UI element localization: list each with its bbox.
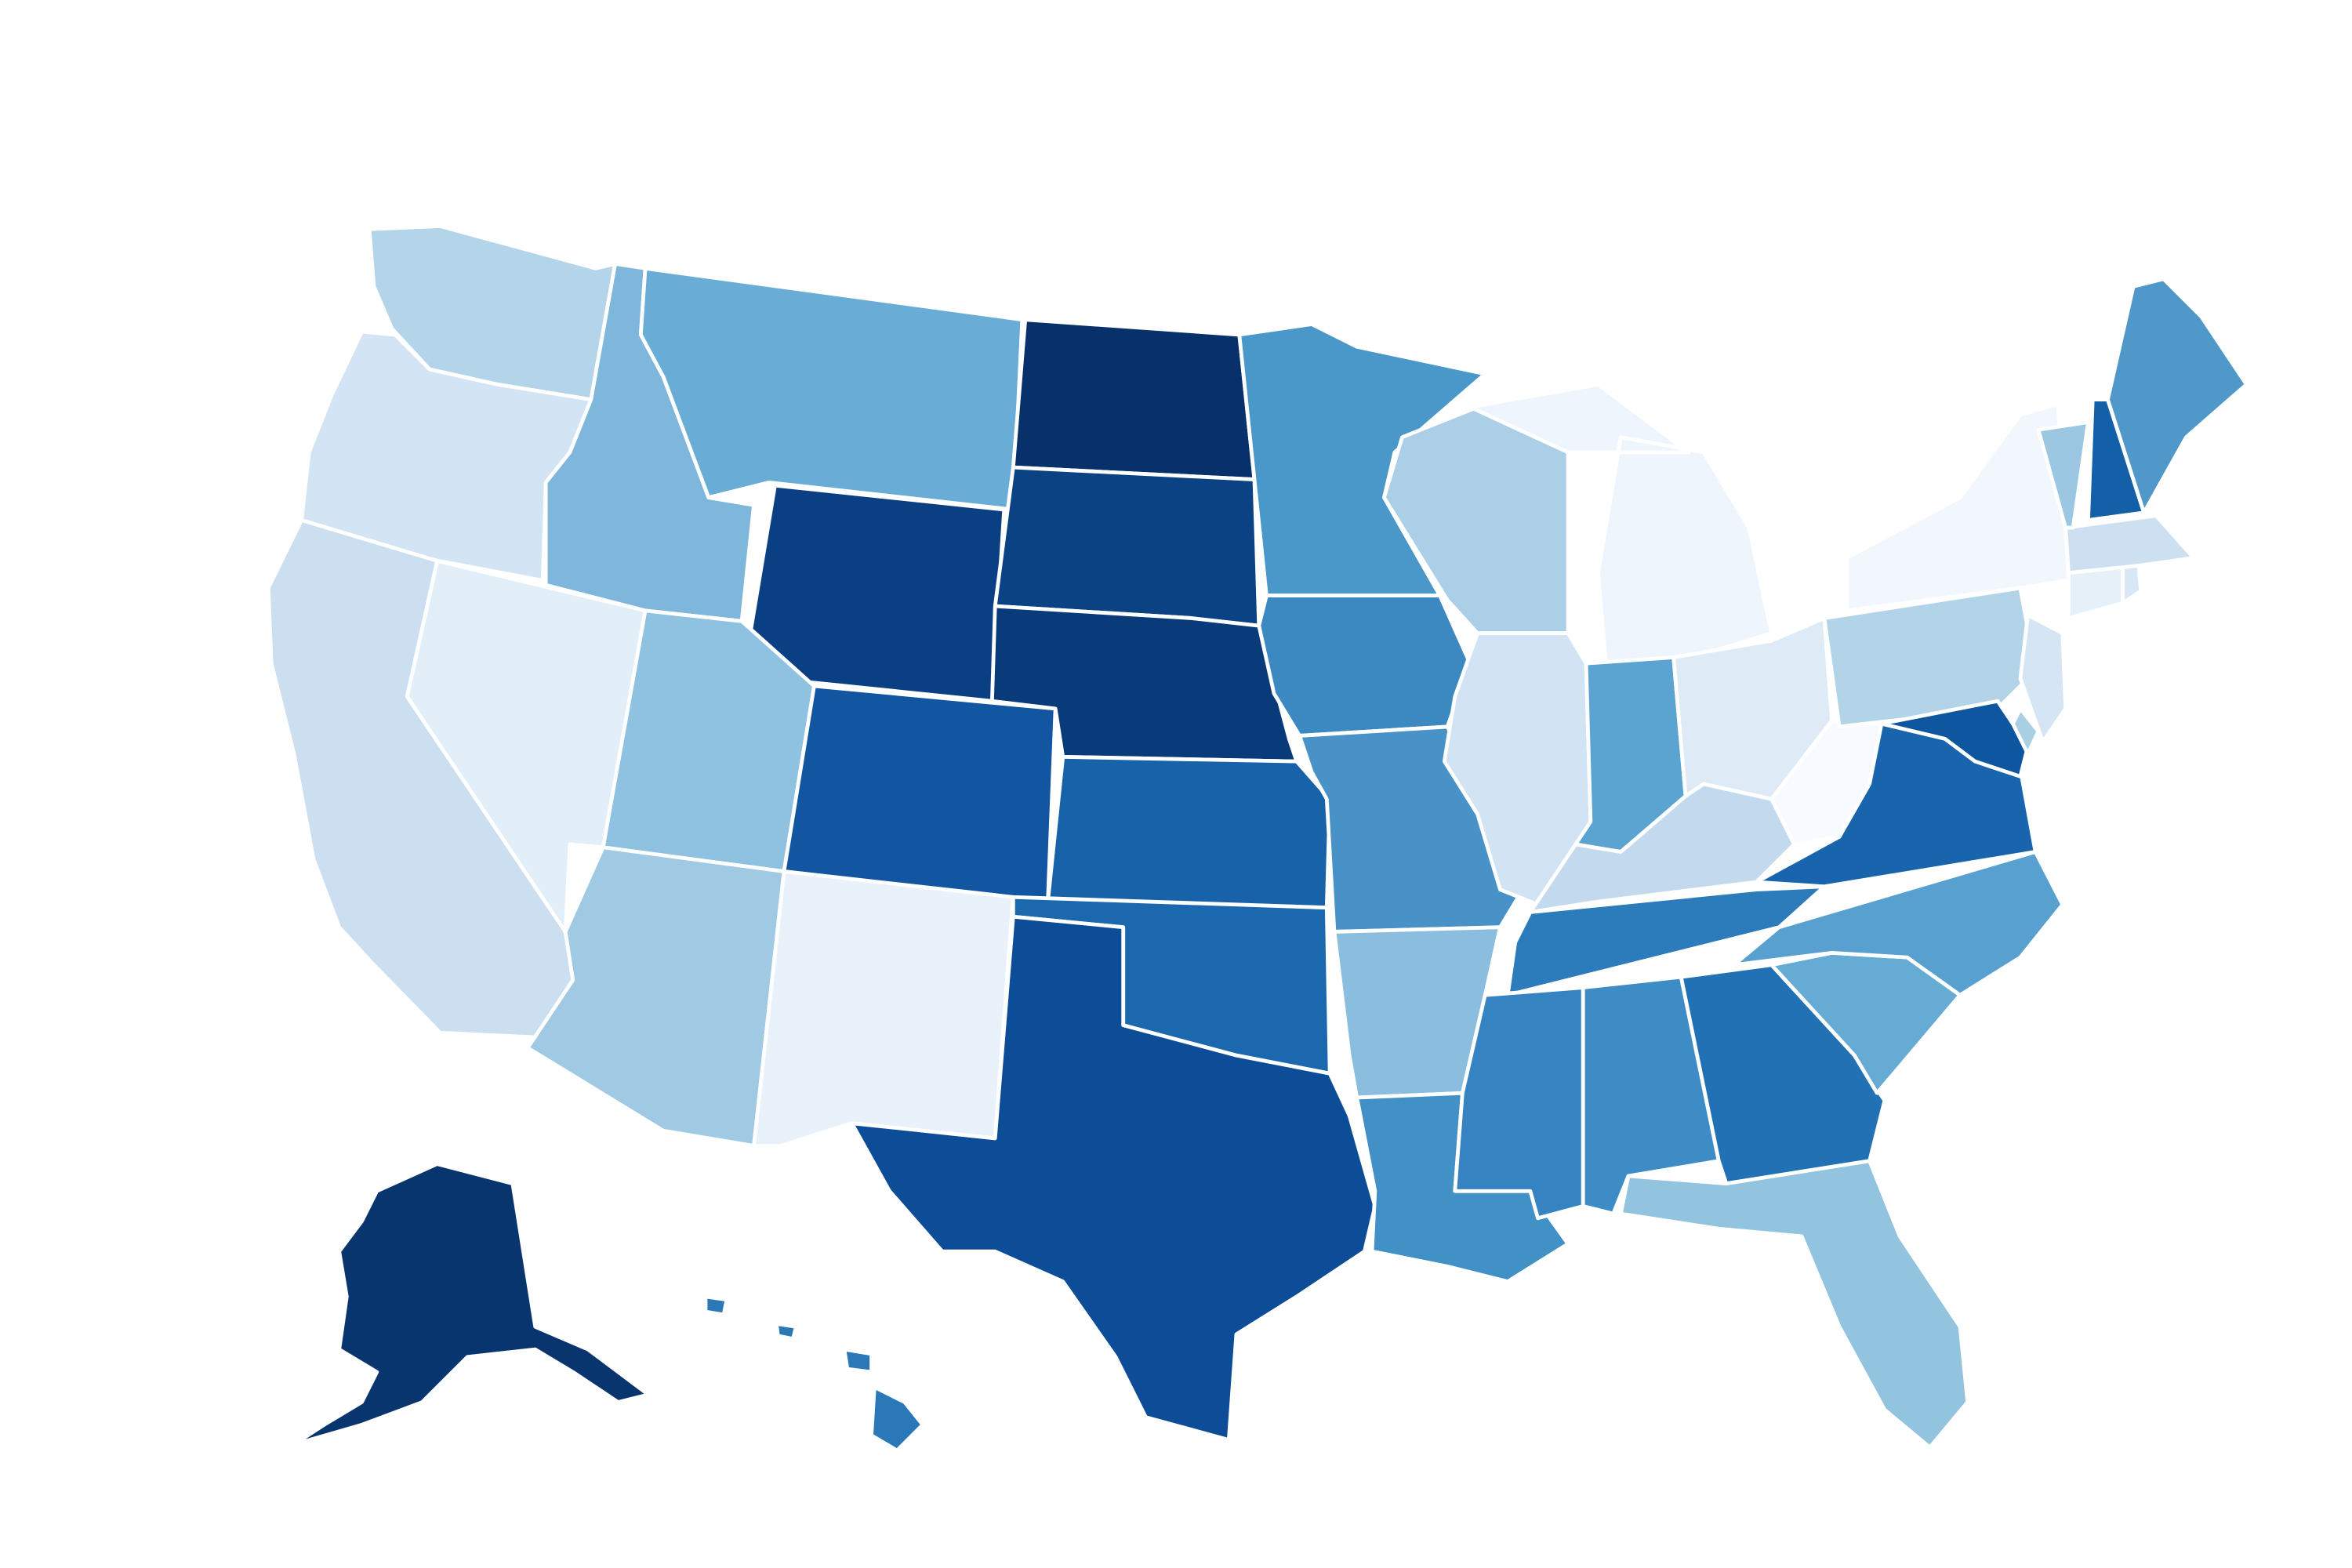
state-ks[interactable]: [1046, 754, 1332, 910]
state-nm[interactable]: [752, 869, 1015, 1148]
state-nj[interactable]: [2018, 613, 2068, 744]
state-sd[interactable]: [993, 465, 1261, 628]
state-ia[interactable]: [1257, 593, 1472, 738]
state-me[interactable]: [2106, 277, 2249, 515]
state-co[interactable]: [782, 684, 1058, 904]
state-ny[interactable]: [1845, 401, 2071, 613]
state-nd[interactable]: [1011, 318, 1257, 481]
state-ma[interactable]: [2063, 514, 2196, 575]
state-wv[interactable]: [1769, 718, 1884, 847]
state-tx[interactable]: [850, 914, 1377, 1442]
state-mt[interactable]: [638, 266, 1025, 512]
states-layer: [266, 224, 2249, 1453]
state-md[interactable]: [1879, 699, 2030, 779]
state-nc[interactable]: [1732, 850, 2065, 997]
state-ak[interactable]: [292, 1162, 651, 1446]
state-vt[interactable]: [2036, 420, 2090, 530]
state-hi[interactable]: [703, 1294, 925, 1453]
state-fl[interactable]: [1618, 1159, 1970, 1450]
state-de[interactable]: [2010, 706, 2041, 756]
state-il[interactable]: [1442, 631, 1593, 907]
